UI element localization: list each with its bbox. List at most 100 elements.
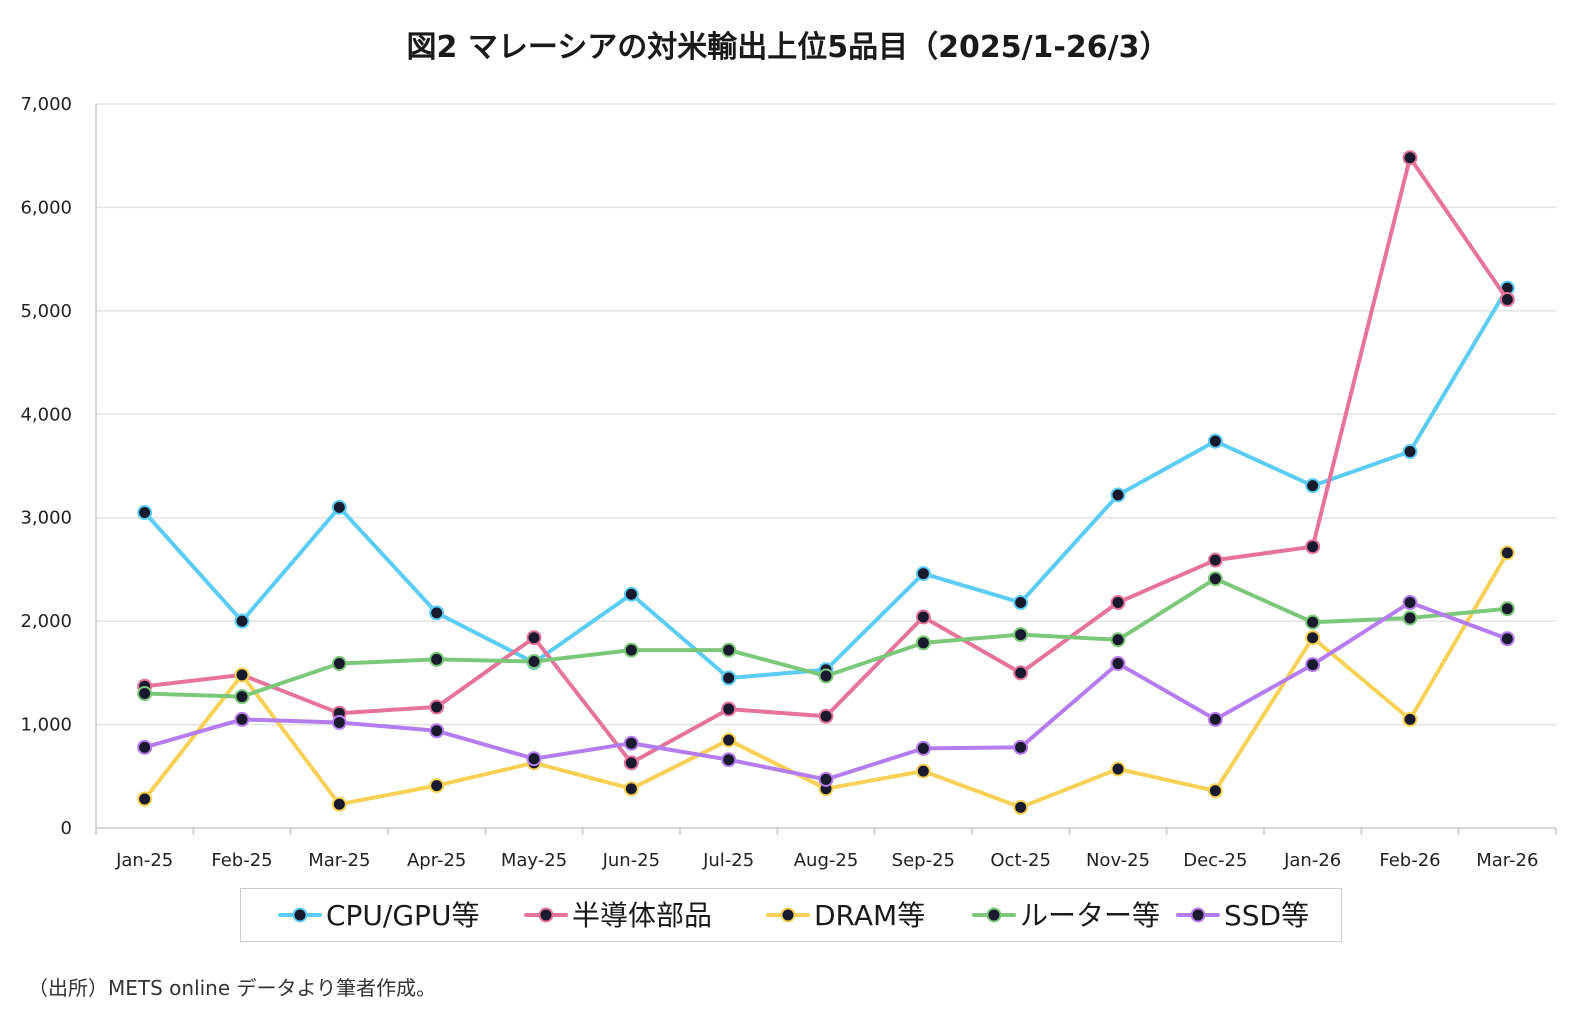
data-point bbox=[915, 566, 931, 582]
x-tick-label: Sep-25 bbox=[892, 850, 955, 871]
data-point bbox=[721, 642, 737, 658]
y-tick-label: 0 bbox=[61, 818, 72, 839]
data-point bbox=[234, 613, 250, 629]
data-point bbox=[1207, 571, 1223, 587]
data-point bbox=[1110, 632, 1126, 648]
x-tick-label: Jan-26 bbox=[1283, 850, 1341, 871]
data-point bbox=[331, 715, 347, 731]
data-point bbox=[1499, 545, 1515, 561]
data-point bbox=[137, 791, 153, 807]
data-point bbox=[915, 635, 931, 651]
data-point bbox=[1305, 478, 1321, 494]
data-point bbox=[331, 656, 347, 672]
legend-label: DRAM等 bbox=[814, 899, 925, 932]
legend-item: CPU/GPU等 bbox=[278, 899, 479, 932]
data-point bbox=[1499, 631, 1515, 647]
data-point bbox=[526, 653, 542, 669]
data-point bbox=[1207, 783, 1223, 799]
data-point bbox=[1402, 444, 1418, 460]
data-point bbox=[526, 751, 542, 767]
y-tick-label: 6,000 bbox=[20, 197, 72, 218]
data-point bbox=[721, 752, 737, 768]
data-point bbox=[526, 630, 542, 646]
x-tick-label: Feb-26 bbox=[1379, 850, 1440, 871]
axis-layer: 0 1,000 2,000 3,000 4,000 5,000 6,000 7,000 Jan-… bbox=[20, 94, 1557, 871]
data-point bbox=[137, 505, 153, 521]
legend-swatch-marker bbox=[538, 907, 554, 923]
x-tick-label: Jan-25 bbox=[115, 850, 173, 871]
data-point bbox=[1305, 614, 1321, 630]
legend-item: DRAM等 bbox=[766, 899, 925, 932]
data-point bbox=[429, 605, 445, 621]
data-point bbox=[1305, 539, 1321, 555]
legend-label: CPU/GPU等 bbox=[326, 899, 479, 932]
series-layer bbox=[137, 150, 1515, 815]
data-point bbox=[1402, 711, 1418, 727]
series-4 bbox=[137, 571, 1515, 705]
data-point bbox=[623, 642, 639, 658]
legend-item: SSD等 bbox=[1176, 899, 1309, 932]
data-point bbox=[331, 796, 347, 812]
legend-swatch-marker bbox=[1190, 907, 1206, 923]
chart-title: 図2 マレーシアの対米輸出上位5品目（2025/1-26/3） bbox=[406, 30, 1170, 65]
data-point bbox=[429, 778, 445, 794]
data-point bbox=[915, 763, 931, 779]
data-point bbox=[818, 771, 834, 787]
y-tick-label: 5,000 bbox=[20, 301, 72, 322]
data-point bbox=[1305, 657, 1321, 673]
data-point bbox=[1402, 610, 1418, 626]
data-point bbox=[1499, 601, 1515, 617]
data-point bbox=[721, 670, 737, 686]
data-point bbox=[429, 723, 445, 739]
data-point bbox=[1110, 595, 1126, 611]
x-tick-label: Mar-25 bbox=[308, 850, 370, 871]
data-point bbox=[1013, 799, 1029, 815]
data-point bbox=[1207, 552, 1223, 568]
legend-label: SSD等 bbox=[1224, 899, 1309, 932]
data-point bbox=[1207, 433, 1223, 449]
data-point bbox=[1110, 656, 1126, 672]
data-point bbox=[331, 499, 347, 515]
y-tick-label: 1,000 bbox=[20, 715, 72, 736]
data-point bbox=[1013, 665, 1029, 681]
x-tick-label: Aug-25 bbox=[794, 850, 859, 871]
data-point bbox=[818, 708, 834, 724]
data-point bbox=[1402, 595, 1418, 611]
data-point bbox=[915, 740, 931, 756]
data-point bbox=[1402, 150, 1418, 166]
legend-swatch-marker bbox=[986, 907, 1002, 923]
x-tick-label: Jul-25 bbox=[702, 850, 754, 871]
data-point bbox=[915, 609, 931, 625]
legend-swatch-marker bbox=[780, 907, 796, 923]
legend-box bbox=[240, 888, 1342, 942]
data-point bbox=[623, 586, 639, 602]
source-note: （出所）METS online データより筆者作成。 bbox=[28, 976, 437, 1000]
data-point bbox=[429, 699, 445, 715]
data-point bbox=[623, 755, 639, 771]
data-point bbox=[234, 711, 250, 727]
y-tick-label: 2,000 bbox=[20, 611, 72, 632]
x-tick-label: Jun-25 bbox=[602, 850, 661, 871]
legend-label: 半導体部品 bbox=[572, 899, 712, 932]
x-tick-label: Apr-25 bbox=[407, 850, 466, 871]
data-point bbox=[1013, 595, 1029, 611]
legend-label: ルーター等 bbox=[1020, 899, 1160, 932]
x-tick-label: Mar-26 bbox=[1476, 850, 1538, 871]
data-point bbox=[623, 735, 639, 751]
legend: CPU/GPU等 半導体部品 DRAM等 ルーター等 SSD等 bbox=[278, 899, 1309, 932]
data-point bbox=[234, 689, 250, 705]
y-tick-label: 4,000 bbox=[20, 404, 72, 425]
legend-item: ルーター等 bbox=[972, 899, 1160, 932]
data-point bbox=[1013, 627, 1029, 643]
y-tick-label: 3,000 bbox=[20, 508, 72, 529]
series-5 bbox=[137, 595, 1515, 787]
legend-swatch-marker bbox=[292, 907, 308, 923]
x-tick-label: May-25 bbox=[501, 850, 567, 871]
series-line bbox=[142, 600, 1510, 782]
y-tick-label: 7,000 bbox=[20, 94, 72, 115]
data-point bbox=[1207, 711, 1223, 727]
data-point bbox=[429, 651, 445, 667]
data-point bbox=[721, 701, 737, 717]
data-point bbox=[1499, 291, 1515, 307]
